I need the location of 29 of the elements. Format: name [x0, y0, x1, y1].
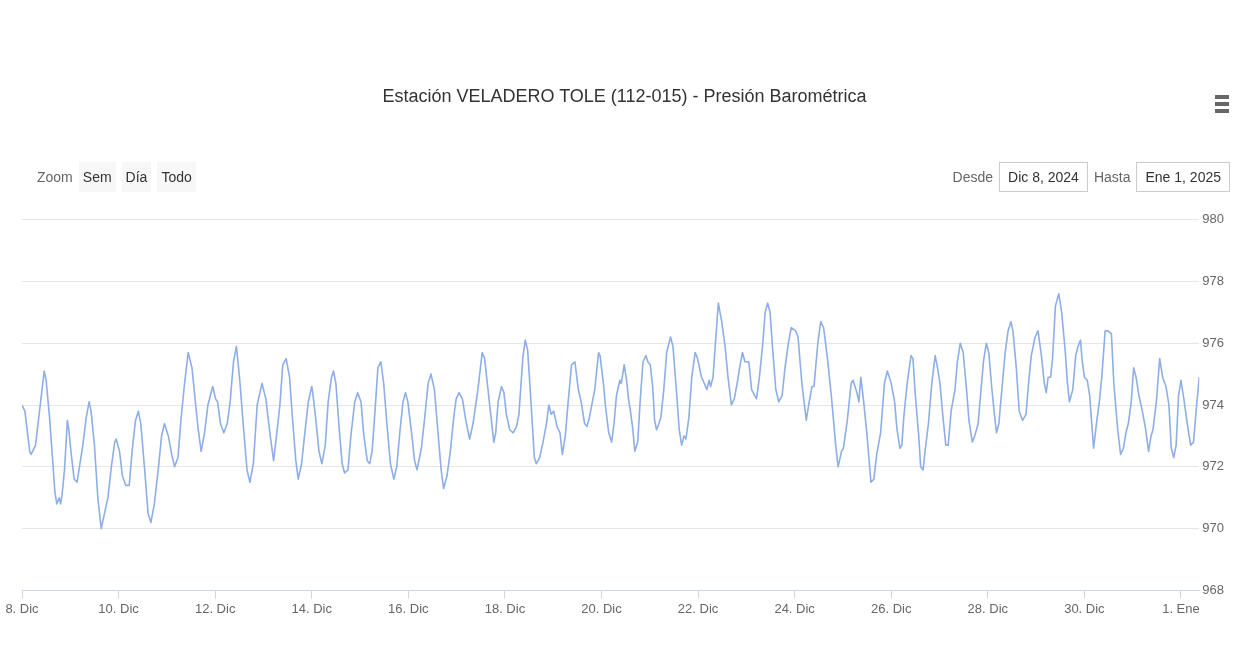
text: Dic 8, 2024 — [999, 162, 1088, 192]
x-tick-label: 30. Dic — [1064, 600, 1106, 616]
y-tick-label: 970 — [1202, 520, 1225, 536]
x-tick-label: 1. Ene — [1162, 600, 1200, 616]
y-tick-label: 968 — [1202, 581, 1225, 597]
x-tick-label: 16. Dic — [388, 600, 430, 616]
x-tick-label: 20. Dic — [581, 600, 623, 616]
y-tick-label: 972 — [1202, 458, 1225, 474]
x-tick-label: 26. Dic — [870, 600, 912, 616]
text: Ene 1, 2025 — [1136, 162, 1230, 192]
text: Desde — [952, 168, 994, 187]
text: Hasta — [1093, 168, 1131, 187]
x-tick-label: 12. Dic — [194, 600, 236, 616]
x-tick-label: 18. Dic — [484, 600, 526, 616]
text: Zoom — [37, 168, 73, 187]
chart-title: Estación VELADERO TOLE (112-015) - Presión Barométrica — [382, 85, 868, 106]
y-tick-label: 974 — [1202, 396, 1225, 412]
y-tick-label: 978 — [1202, 272, 1225, 288]
y-tick-label: 980 — [1202, 211, 1225, 227]
x-tick-label: 14. Dic — [291, 600, 333, 616]
x-tick-label: 8. Dic — [5, 600, 40, 616]
x-tick-label: 10. Dic — [98, 600, 140, 616]
text: Día — [121, 162, 152, 192]
x-tick-label: 22. Dic — [677, 600, 719, 616]
x-tick-label: 28. Dic — [967, 600, 1009, 616]
text: Todo — [157, 162, 196, 192]
text: Sem — [78, 162, 116, 192]
x-tick-label: 24. Dic — [774, 600, 816, 616]
y-tick-label: 976 — [1202, 334, 1225, 350]
